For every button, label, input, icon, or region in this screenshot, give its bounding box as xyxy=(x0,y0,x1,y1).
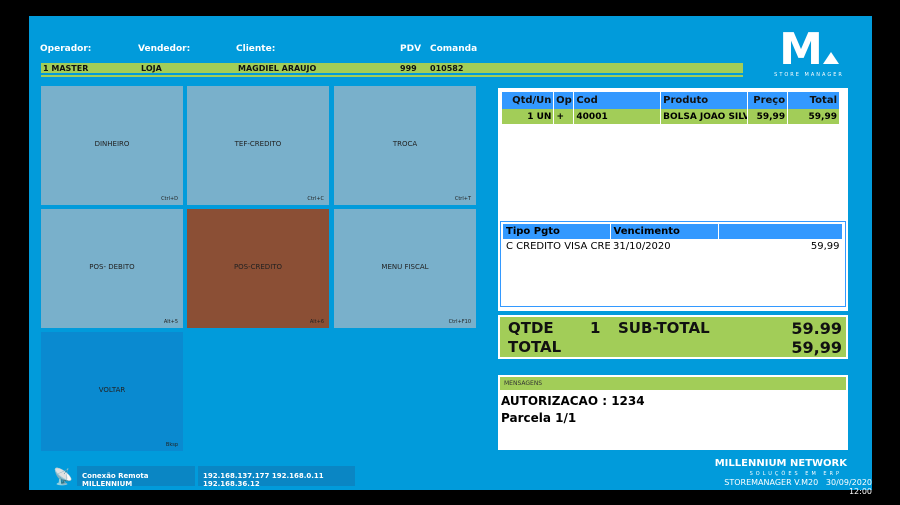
button-label: POS- DEBITO xyxy=(89,263,135,271)
col-produto: Produto xyxy=(660,92,749,109)
divider xyxy=(41,75,743,77)
cell: C CREDITO VISA CRE xyxy=(506,241,610,252)
dinheiro-button[interactable]: DINHEIRO Ctrl+D xyxy=(41,86,183,205)
col-op: Op xyxy=(553,92,575,109)
message-line: Parcela 1/1 xyxy=(501,411,577,425)
menu-fiscal-button[interactable]: MENU FISCAL Ctrl+F10 xyxy=(334,209,476,328)
totals-box: QTDE 1 SUB-TOTAL 59.99 TOTAL 59,99 xyxy=(498,315,848,359)
button-label: POS-CREDITO xyxy=(233,263,283,271)
vendedor-label: Vendedor: xyxy=(138,44,191,54)
logo-subtitle: STORE MANAGER xyxy=(774,72,844,78)
operador-label: Operador: xyxy=(40,44,92,54)
logo-letter: M xyxy=(779,24,823,75)
button-label: MENU FISCAL xyxy=(381,263,429,271)
shortcut-hint: Ctrl+T xyxy=(454,196,471,202)
cell: + xyxy=(553,109,575,124)
logo-triangle-icon xyxy=(822,52,839,64)
brand-name: MILLENNIUM NETWORK xyxy=(714,458,847,469)
table-row[interactable]: 1 UN + 40001 BOLSA JOAO SILV 59,99 59,99 xyxy=(502,109,840,124)
shortcut-hint: Alt+5 xyxy=(163,319,178,325)
qtde-value: 1 xyxy=(590,319,601,337)
pos-credito-button[interactable]: POS-CREDITO Alt+6 xyxy=(187,209,329,328)
version: STOREMANAGER V.M20 xyxy=(724,478,819,487)
button-label: TEF-CREDITO xyxy=(234,140,282,148)
col-qtd: Qtd/Un xyxy=(502,92,555,109)
cell: 59,99 xyxy=(787,109,840,124)
shortcut-hint: Ctrl+D xyxy=(161,196,178,202)
messages-panel: MENSAGENS AUTORIZACAO : 1234 Parcela 1/1 xyxy=(498,375,848,450)
shortcut-hint: Ctrl+F10 xyxy=(448,319,471,325)
brand-tagline: SOLUÇÕES EM ERP xyxy=(749,471,842,477)
tef-credito-button[interactable]: TEF-CREDITO Ctrl+C xyxy=(187,86,329,205)
comanda-label: Comanda xyxy=(430,44,478,54)
comanda-value: 010582 xyxy=(430,64,464,73)
remote-connection-button[interactable]: Conexão Remota MILLENNIUM xyxy=(77,466,195,488)
shortcut-hint: Alt+6 xyxy=(309,319,324,325)
col-preco: Preço xyxy=(747,92,789,109)
satellite-dish-icon: 📡 xyxy=(53,467,73,486)
datetime: 30/09/2020 12:00 xyxy=(825,478,872,496)
pdv-window: Operador: Vendedor: Cliente: PDV Comanda… xyxy=(29,16,872,496)
header-info-bar xyxy=(41,63,743,73)
cell: 59,99 xyxy=(810,241,840,252)
cliente-label: Cliente: xyxy=(236,44,276,54)
col-valor xyxy=(718,224,843,239)
qtde-label: QTDE xyxy=(508,319,554,337)
subtotal-value: 59.99 xyxy=(791,319,842,338)
button-label: TROCA xyxy=(392,140,418,148)
cell: 59,99 xyxy=(747,109,789,124)
col-cod: Cod xyxy=(573,92,662,109)
button-label: VOLTAR xyxy=(98,386,126,394)
footer-brand: MILLENNIUM NETWORK SOLUÇÕES EM ERP STORE… xyxy=(702,458,872,496)
total-value: 59,99 xyxy=(791,338,842,357)
cell: 1 UN xyxy=(502,109,555,124)
store-manager-logo: M STORE MANAGER xyxy=(769,28,849,82)
table-row[interactable]: C CREDITO VISA CRE 31/10/2020 59,99 xyxy=(503,239,843,254)
payments-box: Tipo Pgto Vencimento C CREDITO VISA CRE … xyxy=(500,221,846,307)
items-table: Qtd/Un Op Cod Produto Preço Total 1 UN +… xyxy=(502,92,840,124)
cliente-value: MAGDIEL ARAUJO xyxy=(238,64,317,73)
ip-addresses: 192.168.137.177 192.168.0.11 192.168.36.… xyxy=(198,466,355,488)
items-panel: Qtd/Un Op Cod Produto Preço Total 1 UN +… xyxy=(498,88,848,311)
col-tipo-pgto: Tipo Pgto xyxy=(503,224,611,239)
cell: 40001 xyxy=(573,109,662,124)
shortcut-hint: Bksp xyxy=(165,442,178,448)
voltar-button[interactable]: VOLTAR Bksp xyxy=(41,332,183,451)
subtotal-label: SUB-TOTAL xyxy=(618,319,710,337)
pdv-value: 999 xyxy=(400,64,417,73)
troca-button[interactable]: TROCA Ctrl+T xyxy=(334,86,476,205)
pos-debito-button[interactable]: POS- DEBITO Alt+5 xyxy=(41,209,183,328)
cell: 31/10/2020 xyxy=(613,241,671,252)
payments-table: Tipo Pgto Vencimento C CREDITO VISA CRE … xyxy=(503,224,843,254)
total-label: TOTAL xyxy=(508,338,562,356)
cell: BOLSA JOAO SILV xyxy=(660,109,749,124)
col-total: Total xyxy=(787,92,840,109)
pdv-label: PDV xyxy=(400,44,422,54)
message-line: AUTORIZACAO : 1234 xyxy=(501,394,645,408)
messages-title: MENSAGENS xyxy=(500,377,846,390)
operador-value: 1 MASTER xyxy=(43,64,89,73)
shortcut-hint: Ctrl+C xyxy=(307,196,324,202)
col-vencimento: Vencimento xyxy=(610,224,719,239)
vendedor-value: LOJA xyxy=(141,64,162,73)
button-label: DINHEIRO xyxy=(94,140,130,148)
